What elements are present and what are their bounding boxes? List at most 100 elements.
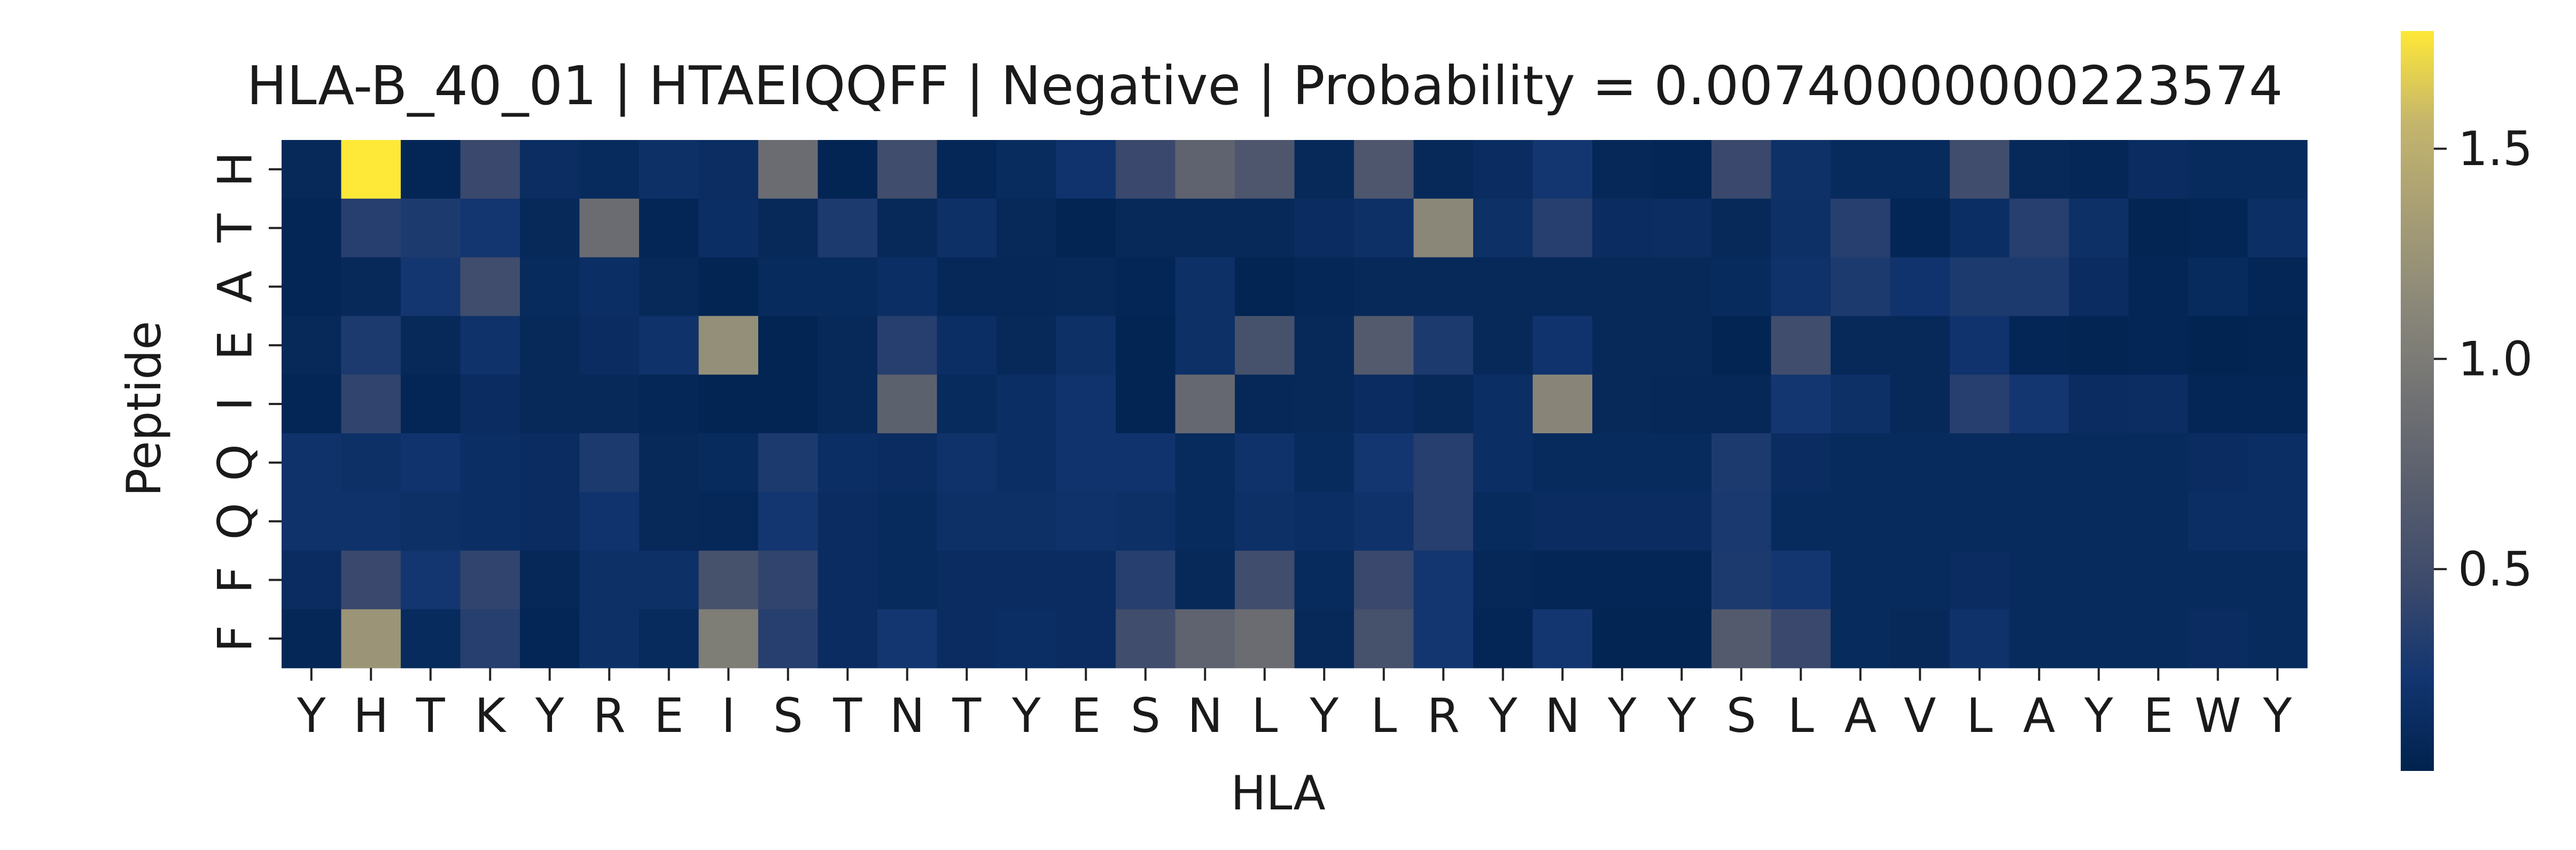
heatmap-cell [937, 609, 997, 668]
heatmap-cell [1592, 433, 1653, 493]
heatmap-cell [401, 492, 461, 551]
heatmap-cell [282, 198, 342, 258]
heatmap-cell [1890, 140, 1950, 199]
heatmap-cell [1831, 257, 1891, 316]
heatmap-cell [639, 316, 699, 375]
heatmap-cell [401, 375, 461, 434]
heatmap-cell [698, 375, 759, 434]
heatmap-cell [1235, 550, 1295, 610]
heatmap-cell [1056, 316, 1116, 375]
heatmap-cell [1711, 140, 1772, 199]
heatmap-cell [1175, 492, 1235, 551]
heatmap-cell [1890, 316, 1950, 375]
heatmap-cell [937, 433, 997, 493]
heatmap-cell [1890, 492, 1950, 551]
heatmap-cell [1950, 198, 2010, 258]
heatmap-cell [2188, 375, 2248, 434]
heatmap-cell [1711, 492, 1772, 551]
heatmap-cell [1056, 550, 1116, 610]
heatmap-cell [1413, 492, 1474, 551]
heatmap-cell [1354, 257, 1414, 316]
heatmap-cell [282, 492, 342, 551]
heatmap-cell [997, 316, 1057, 375]
heatmap-cell [1532, 492, 1593, 551]
heatmap-cell [698, 609, 759, 668]
heatmap-cell [1771, 609, 1831, 668]
heatmap-cell [997, 375, 1057, 434]
heatmap-cell [1116, 550, 1176, 610]
heatmap-cell [2009, 550, 2069, 610]
heatmap-cell [2069, 316, 2129, 375]
heatmap-cell [2247, 609, 2308, 668]
heatmap-cell [1413, 550, 1474, 610]
heatmap-cell [1890, 198, 1950, 258]
heatmap-cell [2009, 140, 2069, 199]
heatmap-cell [1235, 375, 1295, 434]
heatmap-cell [1831, 433, 1891, 493]
y-tick-label: T [208, 213, 263, 243]
heatmap-cell [1354, 550, 1414, 610]
heatmap-cell [1652, 433, 1712, 493]
x-tick-label: L [1788, 688, 1814, 743]
heatmap-cell [639, 140, 699, 199]
heatmap-cell [1950, 316, 2010, 375]
y-tick-label: E [208, 330, 263, 360]
heatmap-cell [579, 140, 640, 199]
heatmap-cell [877, 609, 938, 668]
heatmap-cell [2128, 550, 2189, 610]
heatmap-cell [1473, 316, 1534, 375]
heatmap-cell [1473, 492, 1534, 551]
heatmap-cell [282, 316, 342, 375]
heatmap-cell [1175, 550, 1235, 610]
heatmap-cell [1116, 198, 1176, 258]
heatmap-cell [1473, 140, 1534, 199]
heatmap-cell [341, 433, 401, 493]
heatmap-cell [1294, 433, 1355, 493]
heatmap-cell [2128, 492, 2189, 551]
heatmap-cell [1294, 198, 1355, 258]
heatmap-cell [1950, 375, 2010, 434]
heatmap-cell [1771, 257, 1831, 316]
heatmap-cell [520, 609, 580, 668]
heatmap-cell [1831, 316, 1891, 375]
y-axis-label: Peptide [116, 321, 172, 497]
heatmap-cell [1890, 433, 1950, 493]
heatmap-cell [2188, 316, 2248, 375]
heatmap-cell [1473, 375, 1534, 434]
heatmap-cell [2009, 198, 2069, 258]
heatmap-cell [1532, 609, 1593, 668]
heatmap-cell [818, 140, 878, 199]
heatmap-cell [341, 550, 401, 610]
heatmap-cell [937, 316, 997, 375]
heatmap-cell [1831, 198, 1891, 258]
heatmap-cell [520, 140, 580, 199]
x-tick-label: S [1726, 688, 1756, 743]
heatmap-cell [1413, 375, 1474, 434]
heatmap-cell [2009, 257, 2069, 316]
heatmap-cell [1592, 198, 1653, 258]
heatmap-cell [1831, 375, 1891, 434]
heatmap-cell [2009, 492, 2069, 551]
heatmap-cell [579, 375, 640, 434]
heatmap-cell [1116, 492, 1176, 551]
x-tick-label: Y [1011, 688, 1041, 743]
heatmap-cell [1532, 375, 1593, 434]
y-tick-label: F [208, 566, 263, 594]
heatmap-cell [1652, 140, 1712, 199]
heatmap-cell [1771, 375, 1831, 434]
heatmap-cells [282, 140, 2308, 668]
heatmap-cell [1890, 257, 1950, 316]
heatmap-cell [1354, 492, 1414, 551]
heatmap-cell [937, 198, 997, 258]
chart-title: HLA-B_40_01 | HTAEIQQFF | Negative | Pro… [247, 54, 2283, 117]
heatmap-cell [520, 257, 580, 316]
heatmap-cell [818, 433, 878, 493]
heatmap-cell [2069, 140, 2129, 199]
heatmap-cell [639, 375, 699, 434]
heatmap-cell [1771, 140, 1831, 199]
heatmap-cell [1473, 198, 1534, 258]
x-tick-label: Y [2262, 688, 2292, 743]
heatmap-cell [1652, 550, 1712, 610]
heatmap-cell [1473, 257, 1534, 316]
x-tick-label: E [2143, 688, 2173, 743]
